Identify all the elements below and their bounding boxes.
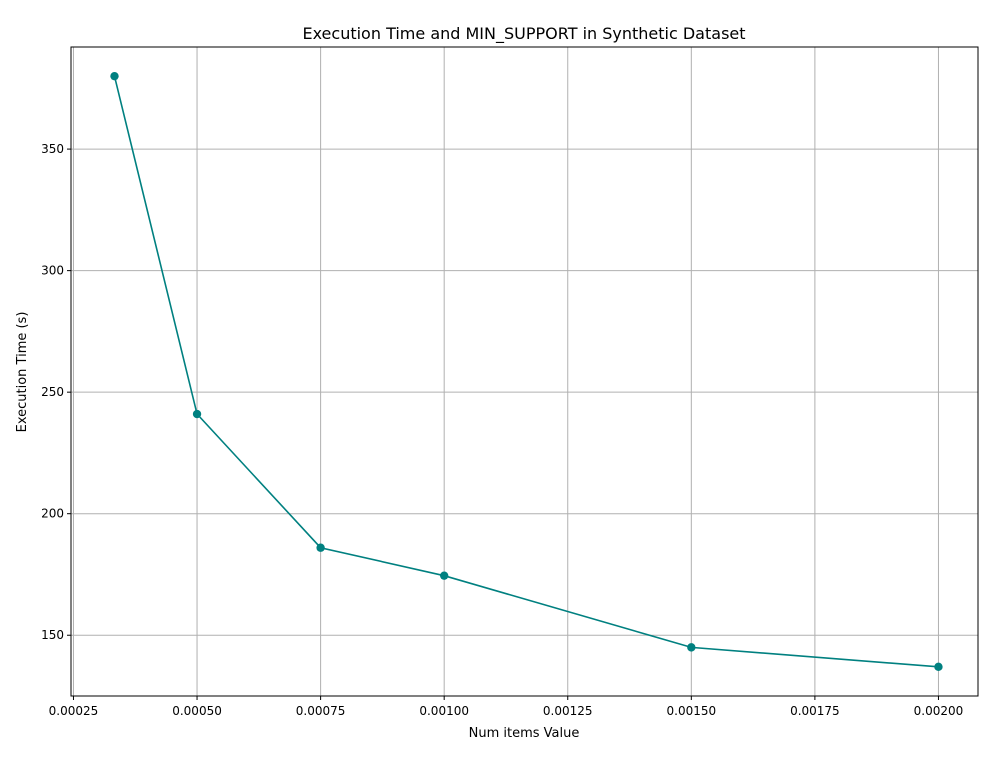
x-tick-label: 0.00125 — [543, 704, 593, 718]
y-tick-label: 250 — [41, 385, 64, 399]
plot-frame — [70, 46, 979, 697]
y-tick-label: 300 — [41, 264, 64, 278]
data-point — [687, 643, 696, 652]
x-tick-label: 0.00050 — [172, 704, 222, 718]
data-point — [934, 662, 943, 672]
series-line-0 — [113, 75, 939, 668]
x-tick-label: 0.00100 — [419, 704, 469, 718]
y-tick-label: 150 — [41, 628, 64, 642]
y-tick-label: 350 — [41, 142, 64, 156]
y-axis-ticks: 150 200 250 300 350 — [41, 142, 71, 642]
x-tick-label: 0.00175 — [790, 704, 840, 718]
data-point — [316, 543, 325, 552]
series-layer — [110, 71, 943, 672]
y-tick-label: 200 — [41, 507, 64, 521]
y-axis-label: Execution Time (s) — [15, 312, 30, 433]
x-axis-ticks: 0.00025 0.00050 0.00075 0.00100 0.00125 0.001… — [49, 696, 964, 718]
x-tick-label: 0.00075 — [296, 704, 346, 718]
grid — [71, 47, 978, 696]
x-tick-label: 0.00150 — [667, 704, 717, 718]
data-point — [110, 71, 119, 81]
x-tick-label: 0.00200 — [914, 704, 964, 718]
x-axis-label: Num items Value — [469, 726, 580, 741]
data-point — [439, 571, 449, 580]
x-tick-label: 0.00025 — [49, 704, 99, 718]
chart-title: Execution Time and MIN_SUPPORT in Synthe… — [302, 24, 745, 44]
data-point — [192, 409, 202, 419]
